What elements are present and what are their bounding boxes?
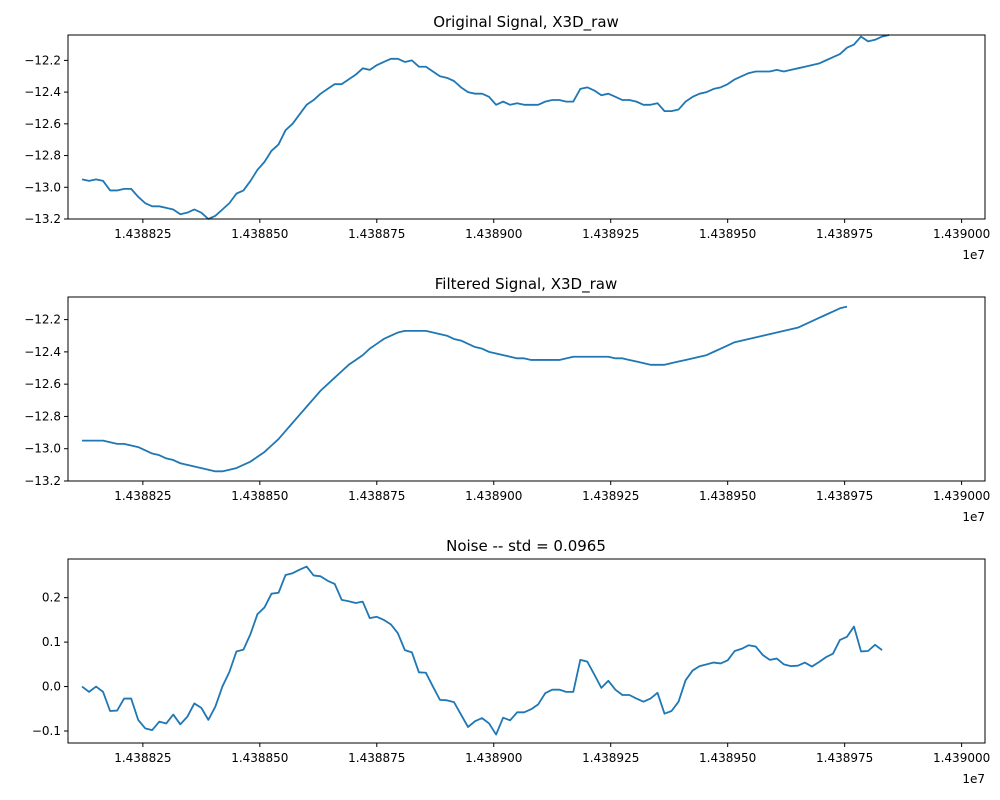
x-tick-label: 1.438925 [582, 227, 639, 241]
x-tick-label: 1.438825 [114, 227, 171, 241]
panel-noise: Noise -- std = 0.0965 1.438825 1.438850 1.… [32, 537, 990, 786]
x-tick-label: 1.438875 [348, 227, 405, 241]
x-tick-label: 1.438950 [699, 227, 756, 241]
series-line [81, 34, 890, 220]
y-tick-label: −13.2 [24, 212, 61, 226]
chart-title: Noise -- std = 0.0965 [446, 537, 606, 555]
x-tick-label: 1.439000 [933, 227, 990, 241]
x-tick-label: 1.438950 [699, 489, 756, 503]
x-tick-label: 1.438925 [582, 751, 639, 765]
panel-original-signal: Original Signal, X3D_raw 1.438825 1.43885… [24, 13, 990, 262]
y-tick-label: −12.8 [24, 149, 61, 163]
chart-title: Filtered Signal, X3D_raw [435, 275, 617, 294]
x-tick-label: 1.438875 [348, 489, 405, 503]
y-tick-label: −12.6 [24, 117, 61, 131]
x-ticks: 1.438825 1.438850 1.438875 1.438900 1.438925… [114, 481, 990, 503]
x-tick-label: 1.438850 [231, 751, 288, 765]
x-tick-label: 1.438850 [231, 227, 288, 241]
y-tick-label: 0.1 [42, 635, 61, 649]
y-ticks: −0.1 0.0 0.1 0.2 [32, 591, 68, 738]
x-tick-label: 1.438900 [465, 489, 522, 503]
x-offset-label: 1e7 [962, 772, 985, 786]
x-tick-label: 1.438825 [114, 751, 171, 765]
y-tick-label: −12.2 [24, 53, 61, 67]
y-tick-label: −12.4 [24, 345, 61, 359]
y-tick-label: −13.0 [24, 442, 61, 456]
x-tick-label: 1.438925 [582, 489, 639, 503]
y-ticks: −13.2 −13.0 −12.8 −12.6 −12.4 −12.2 [24, 313, 68, 488]
y-ticks: −13.2 −13.0 −12.8 −12.6 −12.4 −12.2 [24, 53, 68, 226]
x-tick-label: 1.439000 [933, 751, 990, 765]
x-offset-label: 1e7 [962, 248, 985, 262]
x-tick-label: 1.439000 [933, 489, 990, 503]
x-tick-label: 1.438825 [114, 489, 171, 503]
panel-filtered-signal: Filtered Signal, X3D_raw 1.438825 1.43885… [24, 275, 990, 524]
x-tick-label: 1.438875 [348, 751, 405, 765]
y-tick-label: 0.0 [42, 680, 61, 694]
y-tick-label: −0.1 [32, 724, 61, 738]
x-tick-label: 1.438850 [231, 489, 288, 503]
plot-area-frame [67, 296, 986, 482]
x-tick-label: 1.438900 [465, 227, 522, 241]
x-tick-label: 1.438950 [699, 751, 756, 765]
chart-title: Original Signal, X3D_raw [433, 13, 619, 32]
x-tick-label: 1.438975 [816, 227, 873, 241]
y-tick-label: 0.2 [42, 591, 61, 605]
y-tick-label: −12.8 [24, 409, 61, 423]
x-ticks: 1.438825 1.438850 1.438875 1.438900 1.438925… [114, 743, 990, 765]
x-tick-label: 1.438900 [465, 751, 522, 765]
series-line [81, 565, 883, 736]
series-line [82, 305, 848, 473]
plot-area-frame [67, 34, 986, 220]
plot-area-frame [67, 558, 986, 744]
y-tick-label: −12.2 [24, 313, 61, 327]
y-tick-label: −12.4 [24, 85, 61, 99]
x-tick-label: 1.438975 [816, 489, 873, 503]
x-tick-label: 1.438975 [816, 751, 873, 765]
x-offset-label: 1e7 [962, 510, 985, 524]
x-ticks: 1.438825 1.438850 1.438875 1.438900 1.438925… [114, 219, 990, 241]
y-tick-label: −13.2 [24, 474, 61, 488]
y-tick-label: −13.0 [24, 180, 61, 194]
y-tick-label: −12.6 [24, 377, 61, 391]
